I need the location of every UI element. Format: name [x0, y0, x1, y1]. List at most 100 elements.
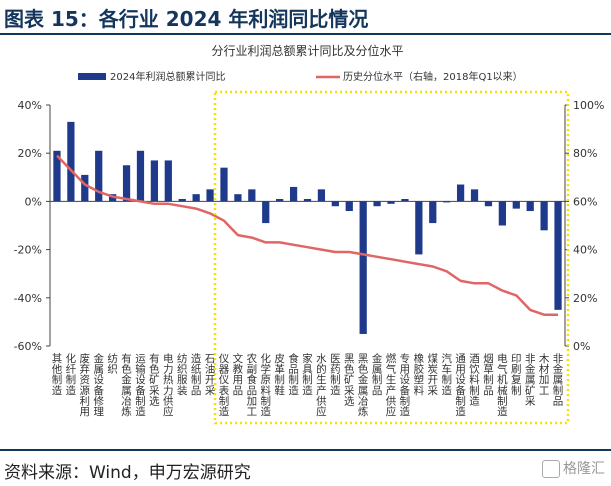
watermark-logo: 格隆汇 — [542, 458, 605, 478]
category-label: 电气机械制造 — [497, 352, 508, 418]
bar — [429, 201, 437, 224]
bar — [387, 201, 395, 204]
category-label: 仪器仪表制造 — [219, 353, 230, 418]
bar — [67, 121, 75, 202]
left-tick-label: -60% — [14, 340, 42, 353]
bar — [248, 189, 256, 202]
bar — [81, 174, 89, 202]
bar — [526, 201, 534, 212]
bar — [95, 150, 103, 202]
category-label: 金属设备修理 — [93, 352, 104, 418]
bar — [276, 198, 284, 202]
bar — [331, 201, 339, 207]
category-label: 木材加工 — [539, 353, 550, 397]
right-tick-label: 0% — [573, 340, 590, 353]
bar — [234, 194, 242, 202]
left-tick-label: -40% — [14, 292, 42, 305]
legend-bar-swatch — [78, 73, 106, 80]
right-tick-label: 100% — [573, 99, 604, 112]
watermark-icon — [542, 460, 560, 478]
chart-title: 分行业利润总额累计同比及分位水平 — [211, 43, 403, 58]
bar — [220, 167, 228, 202]
category-label: 其他制造 — [52, 353, 63, 397]
bar — [53, 150, 61, 202]
category-label: 有色矿采选 — [149, 352, 160, 407]
category-label: 农副食品加工 — [247, 352, 258, 418]
category-label: 纺织服装 — [177, 352, 188, 397]
bottom-rule — [0, 449, 611, 451]
category-label: 汽车制造 — [441, 352, 452, 397]
category-label: 印刷复制 — [511, 353, 522, 397]
bar — [289, 186, 298, 202]
category-label: 非金属矿采 — [525, 353, 536, 407]
source-note: 资料来源：Wind，申万宏源研究 — [4, 463, 251, 483]
category-label: 黑色矿采选 — [344, 353, 355, 407]
top-rule — [0, 33, 611, 35]
legend-bar-label: 2024年利润总额累计同比 — [110, 70, 225, 83]
right-tick-label: 20% — [573, 292, 597, 305]
bar — [206, 189, 214, 202]
bar — [178, 198, 186, 202]
category-label: 电力热力供应 — [163, 352, 174, 418]
figure-title: 图表 15：各行业 2024 年利润同比情况 — [4, 7, 369, 31]
category-label: 金属制品 — [372, 352, 383, 397]
category-label: 煤炭开采 — [428, 352, 439, 397]
bar — [415, 201, 423, 255]
left-tick-label: 20% — [18, 147, 42, 160]
category-label: 橡胶塑料 — [414, 352, 425, 397]
bar — [150, 160, 159, 202]
bar — [512, 201, 520, 209]
chart-area: 分行业利润总额累计同比及分位水平 2024年利润总额累计同比 历史分位水平（右轴，2… — [14, 43, 604, 425]
bar — [498, 201, 506, 226]
highlight-box — [213, 90, 570, 425]
left-tick-label: 40% — [18, 99, 42, 112]
bar — [136, 150, 145, 202]
bar — [164, 160, 172, 202]
category-label: 专用设备制造 — [400, 352, 411, 418]
bar — [540, 201, 548, 231]
legend-line-label: 历史分位水平（右轴，2018年Q1以来） — [343, 70, 523, 83]
category-label: 燃气生产供应 — [386, 352, 397, 418]
category-label: 水的生产供应 — [316, 353, 327, 418]
bar — [484, 201, 493, 207]
category-label: 化学原料制造 — [260, 352, 271, 418]
bar — [192, 194, 200, 202]
category-label: 食品制造 — [288, 352, 299, 397]
left-tick-label: 0% — [25, 195, 42, 208]
right-tick-label: 80% — [573, 147, 597, 160]
category-label: 家具制造 — [302, 352, 313, 397]
bar — [443, 201, 451, 203]
watermark-text: 格隆汇 — [563, 461, 605, 477]
category-label: 黑色金属冶炼 — [358, 353, 369, 418]
bar — [401, 198, 409, 202]
bar — [456, 184, 465, 202]
category-label: 废弃资源利用 — [80, 352, 91, 418]
right-tick-label: 60% — [573, 195, 597, 208]
left-tick-label: -20% — [14, 244, 42, 257]
category-label: 石油开采 — [205, 353, 216, 397]
bar — [554, 201, 562, 310]
report-header: 图表 15：各行业 2024 年利润同比情况 — [0, 0, 611, 33]
category-label: 纺织 — [107, 352, 118, 376]
category-label: 酒饮料制造 — [469, 352, 480, 407]
bar — [303, 198, 312, 202]
bar — [359, 201, 367, 334]
bar — [262, 201, 270, 224]
category-label: 通用设备制造 — [455, 353, 466, 418]
category-label: 造纸制品 — [191, 352, 202, 397]
category-label: 运输设备制造 — [135, 353, 146, 418]
category-label: 非金属制品 — [553, 353, 564, 407]
right-tick-label: 40% — [573, 244, 597, 257]
category-label: 化纤制造 — [66, 352, 77, 397]
category-label: 有色金属冶炼 — [121, 352, 132, 418]
percentile-line — [56, 154, 558, 316]
bar — [317, 189, 326, 202]
bar — [470, 189, 479, 202]
bar — [373, 201, 381, 207]
category-label: 烟草制品 — [483, 352, 494, 397]
category-label: 文教用品 — [233, 352, 244, 397]
category-label: 医药制造 — [330, 353, 341, 397]
bar — [122, 165, 131, 202]
category-label: 皮革制鞋 — [274, 352, 285, 397]
bar — [345, 201, 353, 212]
